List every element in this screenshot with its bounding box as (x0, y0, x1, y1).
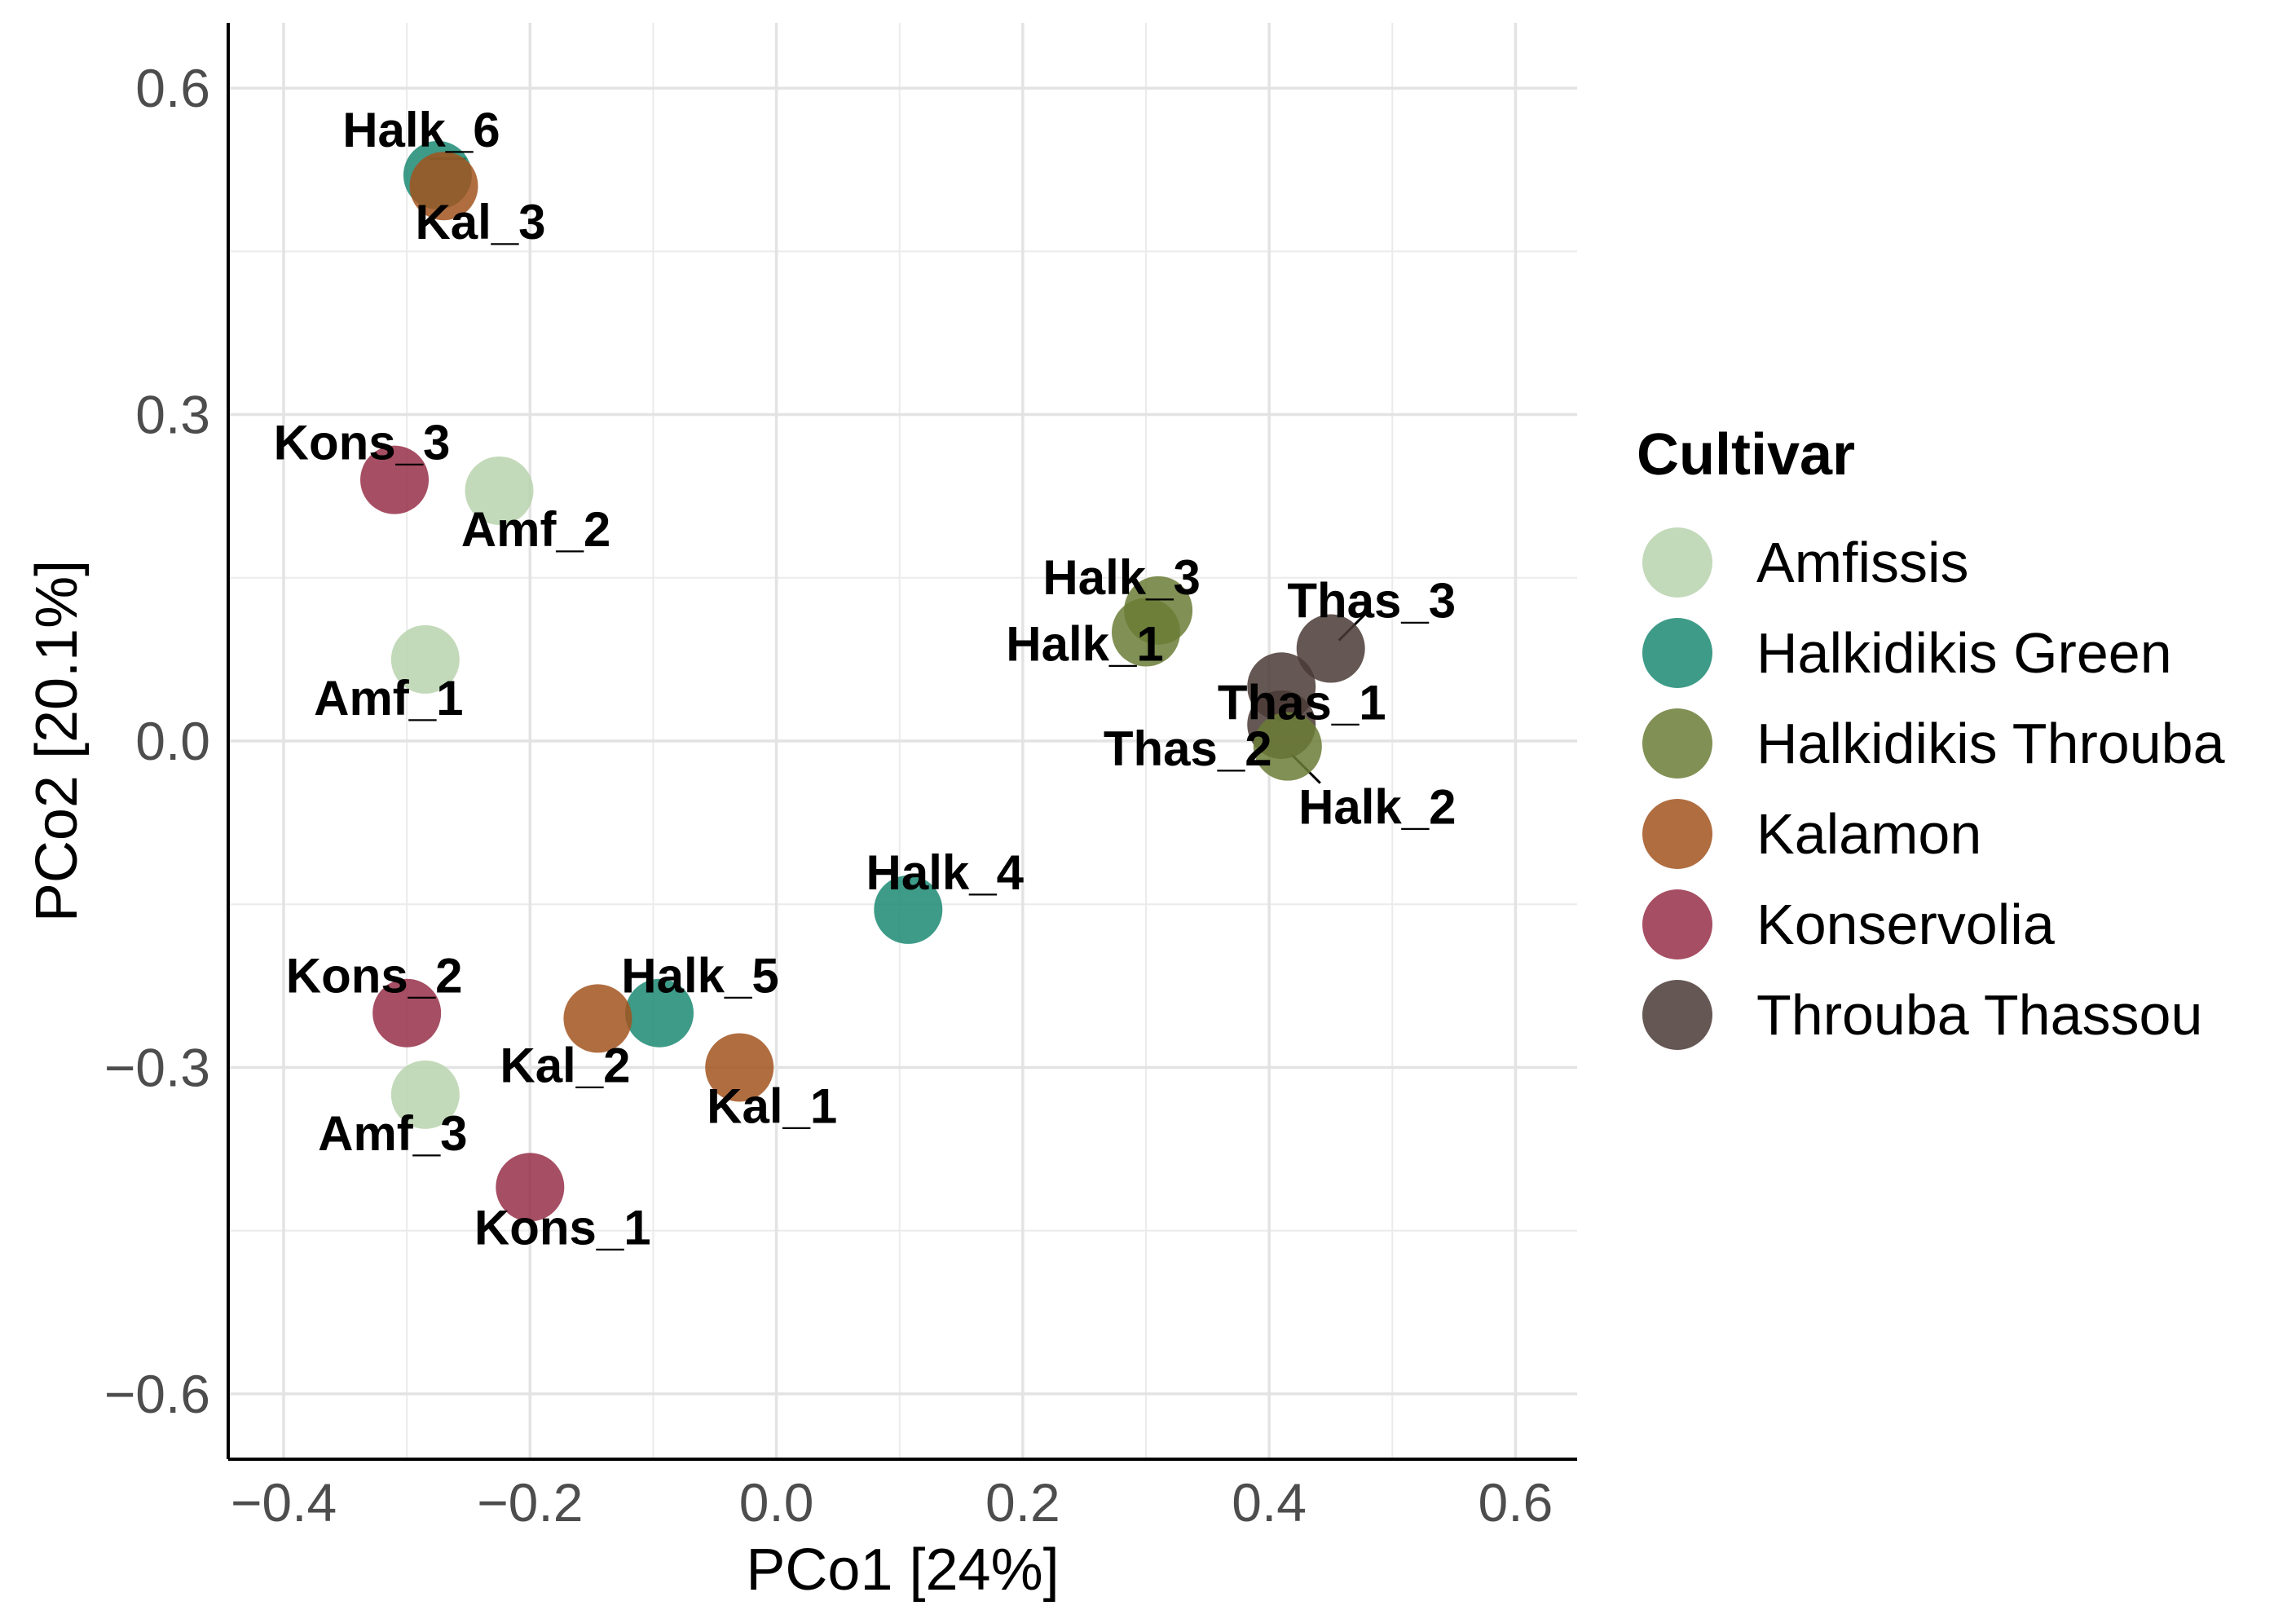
point-kons-3 (360, 445, 430, 514)
legend-swatch (1642, 708, 1712, 779)
tick-labels: −0.4 −0.2 0.0 0.2 0.4 0.6 −0.6 −0.3 0.0 0.3 0.6 (104, 58, 1553, 1533)
legend-swatch (1642, 527, 1712, 598)
point-halk-2 (1253, 712, 1322, 781)
x-tick-label: −0.4 (231, 1472, 337, 1533)
point-amf-3 (390, 1060, 460, 1129)
point-amf-2 (465, 456, 534, 525)
point-label: Halk_1 (1006, 617, 1163, 672)
legend-label: Halkidikis Throuba (1756, 712, 2225, 775)
point-kal-2 (563, 984, 632, 1053)
axes (227, 23, 1577, 1461)
point-label: Thas_2 (1104, 721, 1272, 776)
x-tick-label: 0.2 (985, 1472, 1060, 1533)
point-halk-5 (624, 978, 694, 1048)
point-label: Kons_2 (286, 949, 463, 1003)
point-label: Amf_2 (461, 502, 610, 557)
legend-label: Amfissis (1756, 531, 1969, 594)
legend: Cultivar Amfissis Halkidikis Green Halkidi… (1637, 422, 2225, 1050)
point-label: Kal_1 (707, 1078, 837, 1133)
y-tick-label: 0.0 (135, 711, 210, 771)
x-tick-label: 0.6 (1479, 1472, 1553, 1533)
y-tick-label: 0.3 (135, 385, 210, 445)
x-tick-label: −0.2 (477, 1472, 583, 1533)
point-label: Kons_3 (274, 416, 451, 470)
x-tick-label: 0.4 (1232, 1472, 1307, 1533)
point-kal-1 (705, 1033, 774, 1102)
point-kal-3 (409, 152, 478, 221)
point-kons-1 (496, 1153, 565, 1222)
y-tick-label: −0.3 (104, 1037, 210, 1097)
legend-title: Cultivar (1637, 422, 1855, 487)
point-label: Thas_1 (1218, 675, 1386, 730)
legend-swatch (1642, 618, 1712, 688)
point-halk-4 (874, 875, 943, 944)
legend-swatch (1642, 799, 1712, 869)
point-amf-1 (390, 624, 460, 694)
legend-swatch (1642, 889, 1712, 959)
point-label: Kal_2 (500, 1038, 630, 1092)
x-axis-title: PCo1 [24%] (746, 1537, 1059, 1603)
point-label: Halk_5 (621, 949, 778, 1003)
point-thas-3 (1296, 614, 1365, 683)
legend-label: Throuba Thassou (1756, 983, 2202, 1047)
legend-label: Konservolia (1756, 893, 2055, 956)
point-kons-2 (372, 978, 442, 1048)
y-axis-title: PCo2 [20.1%] (24, 560, 90, 922)
y-tick-label: 0.6 (135, 58, 210, 118)
point-label: Halk_6 (342, 103, 500, 157)
data-points (360, 140, 1365, 1222)
legend-swatch (1642, 980, 1712, 1050)
legend-label: Kalamon (1756, 802, 1981, 866)
point-label: Halk_3 (1042, 550, 1200, 605)
point-label: Kons_1 (474, 1200, 651, 1255)
point-label: Halk_2 (1298, 780, 1456, 835)
point-label: Amf_3 (318, 1106, 467, 1161)
legend-label: Halkidikis Green (1756, 621, 2172, 685)
point-label: Thas_3 (1287, 574, 1456, 629)
point-label: Kal_3 (415, 195, 545, 249)
y-tick-label: −0.6 (104, 1364, 210, 1424)
point-halk-1 (1112, 598, 1181, 667)
x-tick-label: 0.0 (739, 1472, 814, 1533)
point-label: Amf_1 (314, 671, 463, 726)
point-label: Halk_4 (866, 845, 1025, 900)
